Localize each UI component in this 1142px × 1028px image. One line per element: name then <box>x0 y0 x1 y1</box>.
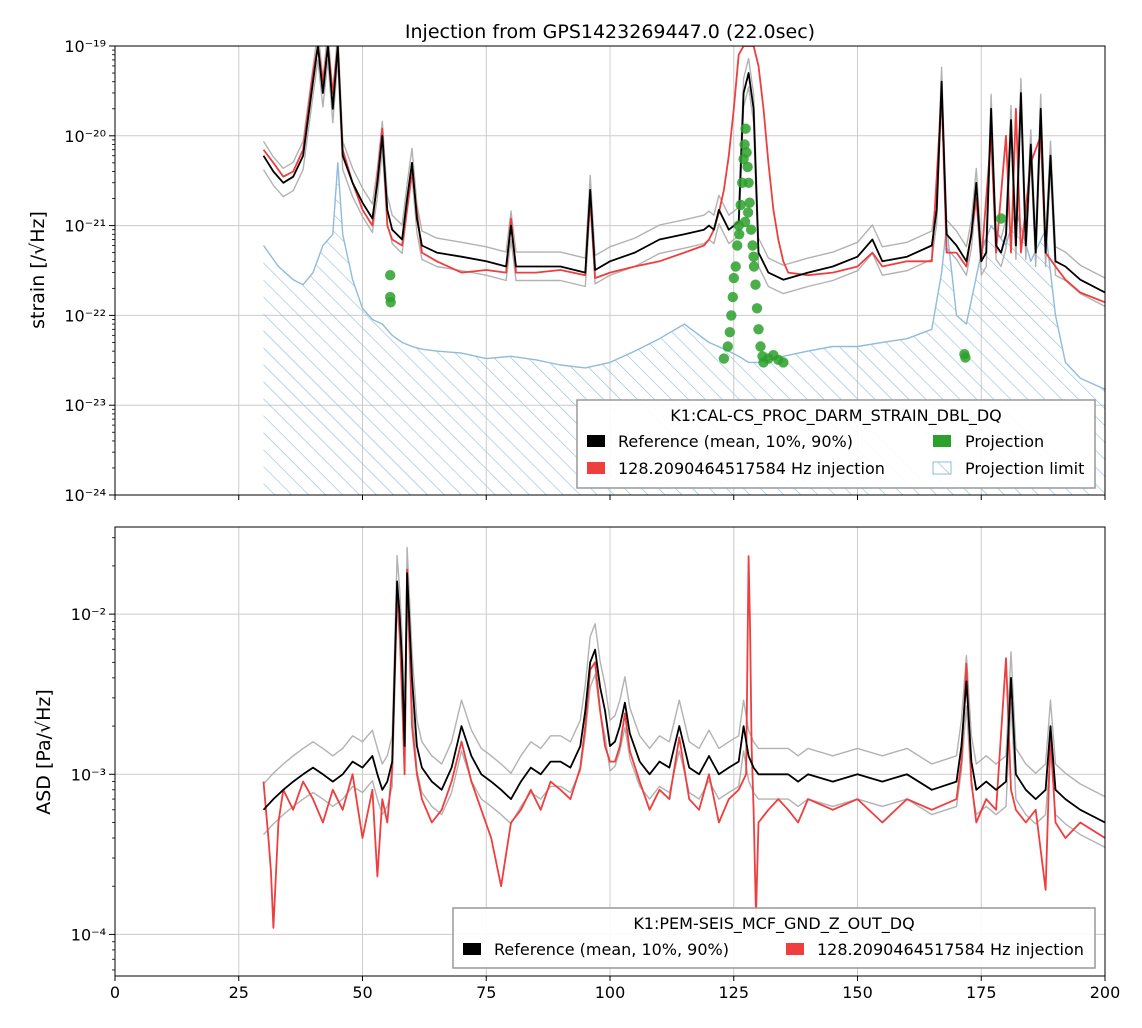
x-tick-label: 0 <box>110 983 120 1002</box>
legend-swatch-projection-limit <box>932 461 952 475</box>
projection-point <box>734 229 745 240</box>
y-tick-label: 10⁻²² <box>64 306 106 325</box>
x-tick-label: 150 <box>842 983 873 1002</box>
bottom-legend: K1:PEM-SEIS_MCF_GND_Z_OUT_DQ Reference (… <box>452 907 1096 969</box>
bottom-legend-entry-reference: Reference (mean, 10%, 90%) <box>494 940 729 959</box>
projection-point <box>755 341 766 352</box>
y-tick-label: 10⁻³ <box>71 765 106 784</box>
top-x-ticks <box>114 495 1106 500</box>
y-tick-label: 10⁻²³ <box>64 396 106 415</box>
projection-point <box>730 261 741 272</box>
figure-title: Injection from GPS1423269447.0 (22.0sec) <box>405 21 815 43</box>
top-legend-entry-reference: Reference (mean, 10%, 90%) <box>618 432 853 451</box>
projection-point <box>739 139 750 150</box>
x-tick-label: 200 <box>1090 983 1121 1002</box>
projection-point <box>747 240 758 251</box>
projection-point <box>722 341 733 352</box>
legend-swatch-reference <box>587 435 605 447</box>
projection-point <box>732 240 743 251</box>
projection-point <box>724 327 735 338</box>
reference-mean-line <box>262 572 1105 824</box>
projection-point <box>740 123 751 134</box>
top-legend: K1:CAL-CS_PROC_DARM_STRAIN_DBL_DQ Refere… <box>576 399 1096 489</box>
reference-10pct-line <box>262 59 1105 308</box>
reference-mean-line <box>262 46 1105 294</box>
projection-point <box>748 251 759 262</box>
x-tick-label: 125 <box>718 983 749 1002</box>
legend-swatch-injection <box>587 462 605 474</box>
projection-point <box>742 161 753 173</box>
top-y-ticks: 10⁻¹⁹ 10⁻²⁰ 10⁻²¹ 10⁻²² 10⁻²³ 10⁻²⁴ <box>64 37 115 505</box>
x-tick-label: 175 <box>966 983 997 1002</box>
bottom-panel: 10⁻² 10⁻³ 10⁻⁴ 0 25 50 75 100 125 150 175 200 ASD … <box>33 526 1120 1002</box>
projection-point <box>753 324 764 335</box>
projection-point <box>718 353 730 364</box>
projection-point <box>728 272 739 284</box>
bottom-series <box>262 546 1105 929</box>
y-tick-label: 10⁻¹⁹ <box>64 37 106 56</box>
top-legend-entry-projection-limit: Projection limit <box>965 459 1084 478</box>
projection-point <box>385 297 396 308</box>
projection-point <box>995 213 1007 224</box>
top-legend-entry-injection: 128.2090464517584 Hz injection <box>618 459 885 478</box>
bottom-x-ticks: 0 25 50 75 100 125 150 175 200 <box>110 976 1120 1002</box>
top-series <box>262 46 1105 391</box>
legend-swatch-reference <box>463 943 481 955</box>
bottom-y-ticks: 10⁻² 10⁻³ 10⁻⁴ <box>71 537 115 971</box>
projection-point <box>743 177 754 188</box>
top-ylabel: strain [/√Hz] <box>27 211 49 329</box>
top-legend-title: K1:CAL-CS_PROC_DARM_STRAIN_DBL_DQ <box>670 406 1002 426</box>
projection-point <box>745 224 757 235</box>
projection-point <box>726 310 737 321</box>
top-legend-entry-projection: Projection <box>965 432 1044 451</box>
y-tick-label: 10⁻²⁴ <box>64 486 106 505</box>
projection-point <box>739 216 751 228</box>
y-tick-label: 10⁻² <box>71 605 106 624</box>
x-tick-label: 25 <box>229 983 249 1002</box>
bottom-legend-entry-injection: 128.2090464517584 Hz injection <box>817 940 1084 959</box>
projection-point <box>748 261 760 272</box>
projection-point <box>751 303 763 314</box>
projection-point <box>742 207 754 218</box>
injection-line <box>262 555 1105 929</box>
projection-point <box>744 197 755 208</box>
legend-swatch-projection <box>933 435 951 447</box>
projection-point <box>750 279 761 290</box>
projection-point <box>727 291 738 303</box>
projection-point <box>778 357 789 368</box>
projection-point <box>960 352 971 363</box>
x-tick-label: 75 <box>476 983 496 1002</box>
reference-90pct-line <box>262 546 1105 798</box>
bottom-ylabel: ASD [Pa/√Hz] <box>33 689 55 815</box>
y-tick-label: 10⁻²¹ <box>64 217 106 236</box>
reference-90pct-line <box>262 46 1105 279</box>
projection-points <box>385 123 1007 368</box>
y-tick-label: 10⁻²⁰ <box>64 127 106 146</box>
legend-swatch-injection <box>786 943 804 955</box>
bottom-legend-title: K1:PEM-SEIS_MCF_GND_Z_OUT_DQ <box>633 914 914 934</box>
top-panel: 10⁻¹⁹ 10⁻²⁰ 10⁻²¹ 10⁻²² 10⁻²³ 10⁻²⁴ strain [/… <box>27 37 1106 505</box>
projection-point <box>385 270 396 281</box>
projection-point <box>741 147 752 158</box>
projection-point <box>735 199 746 211</box>
x-tick-label: 50 <box>352 983 372 1002</box>
x-tick-label: 100 <box>595 983 626 1002</box>
y-tick-label: 10⁻⁴ <box>71 925 106 944</box>
